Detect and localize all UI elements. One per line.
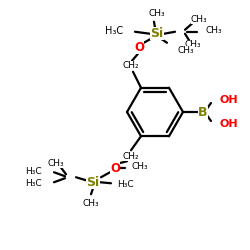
Text: H₃C: H₃C bbox=[26, 179, 42, 188]
Text: CH₃: CH₃ bbox=[131, 162, 148, 171]
Text: CH₂: CH₂ bbox=[123, 61, 139, 70]
Text: Si: Si bbox=[150, 27, 164, 40]
Text: CH₃: CH₃ bbox=[83, 199, 99, 208]
Text: OH: OH bbox=[219, 119, 238, 129]
Text: B: B bbox=[198, 106, 208, 118]
Text: CH₃: CH₃ bbox=[205, 26, 222, 35]
Text: H₃C: H₃C bbox=[105, 26, 123, 36]
Text: O: O bbox=[134, 41, 144, 54]
Text: CH₃: CH₃ bbox=[48, 159, 64, 168]
Text: CH₃: CH₃ bbox=[191, 15, 207, 24]
Text: O: O bbox=[110, 162, 120, 175]
Text: OH: OH bbox=[219, 95, 238, 105]
Text: CH₃: CH₃ bbox=[177, 46, 194, 55]
Text: H₃C: H₃C bbox=[26, 167, 42, 176]
Text: H₃C: H₃C bbox=[117, 180, 134, 189]
Text: CH₃: CH₃ bbox=[185, 40, 201, 49]
Text: CH₃: CH₃ bbox=[149, 9, 165, 18]
Text: Si: Si bbox=[86, 176, 100, 189]
Text: CH₂: CH₂ bbox=[123, 152, 139, 161]
